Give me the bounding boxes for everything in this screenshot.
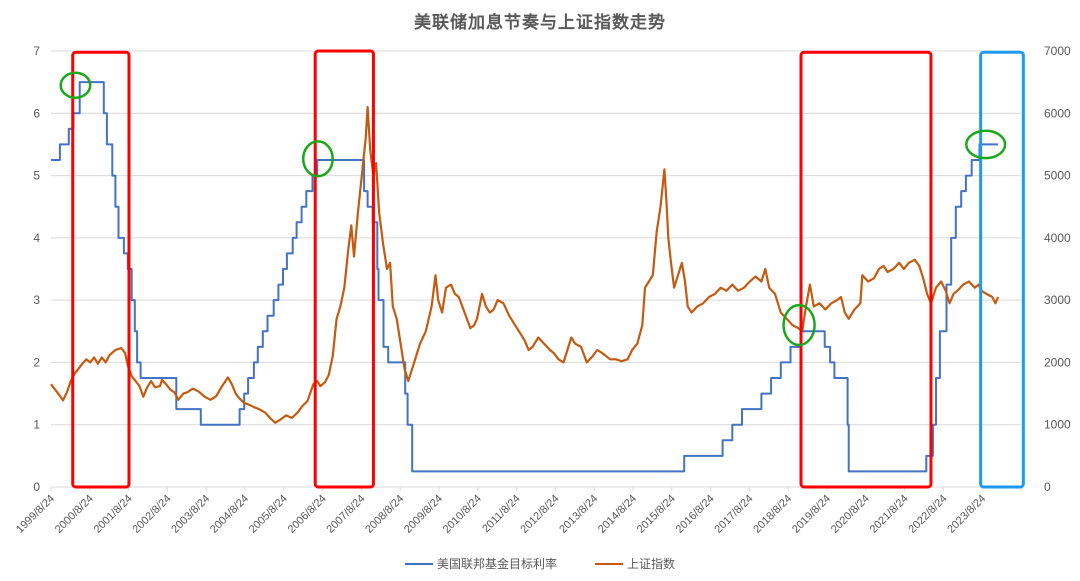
y-left-tick-label: 4 <box>33 231 40 245</box>
y-left-tick-label: 5 <box>33 169 40 183</box>
x-tick-label: 2000/8/24 <box>53 493 96 536</box>
x-tick-label: 2010/8/24 <box>441 493 484 536</box>
y-right-tick-label: 5000 <box>1044 169 1071 183</box>
x-tick-label: 2004/8/24 <box>208 493 251 536</box>
x-tick-label: 2019/8/24 <box>790 493 833 536</box>
y-left-tick-label: 3 <box>33 293 40 307</box>
y-axis-left: 0 1 2 3 4 5 6 7 <box>33 44 40 494</box>
x-tick-label: 2003/8/24 <box>169 493 212 536</box>
x-tick-label: 2016/8/24 <box>674 493 717 536</box>
x-tick-label: 2009/8/24 <box>402 493 445 536</box>
legend-item-sse-index[interactable]: 上证指数 <box>595 555 675 572</box>
y-right-tick-label: 0 <box>1044 480 1051 494</box>
x-tick-label: 2012/8/24 <box>518 493 561 536</box>
legend-item-fed-rate[interactable]: 美国联邦基金目标利率 <box>404 555 557 572</box>
y-axis-right: 0 1000 2000 3000 4000 5000 6000 7000 <box>1044 44 1071 494</box>
legend-swatch-fed-rate <box>404 562 433 565</box>
y-right-tick-label: 2000 <box>1044 355 1071 369</box>
x-tick-label: 2014/8/24 <box>596 493 639 536</box>
x-axis: 1999/8/242000/8/242001/8/242002/8/242003… <box>14 487 1022 536</box>
x-tick-label: 1999/8/24 <box>14 493 57 536</box>
x-tick-label: 2005/8/24 <box>247 493 290 536</box>
legend: 美国联邦基金目标利率 上证指数 <box>0 555 1080 572</box>
y-right-tick-label: 4000 <box>1044 231 1071 245</box>
highlight-box <box>979 50 1025 489</box>
annotations <box>59 49 1025 489</box>
x-tick-label: 2001/8/24 <box>92 493 135 536</box>
x-tick-label: 2022/8/24 <box>906 493 949 536</box>
y-right-tick-label: 6000 <box>1044 106 1071 120</box>
highlight-circle <box>59 71 92 99</box>
sse-index-line <box>50 106 1000 424</box>
y-left-tick-label: 0 <box>33 480 40 494</box>
x-tick-label: 2018/8/24 <box>751 493 794 536</box>
chart-title: 美联储加息节奏与上证指数走势 <box>414 13 666 33</box>
x-tick-label: 2020/8/24 <box>829 493 872 536</box>
highlight-box <box>799 50 933 489</box>
highlight-box <box>313 49 375 489</box>
y-left-tick-label: 7 <box>33 44 40 58</box>
series-lines <box>50 81 1000 473</box>
x-tick-label: 2006/8/24 <box>286 493 329 536</box>
y-right-tick-label: 7000 <box>1044 44 1071 58</box>
y-left-tick-label: 1 <box>33 418 40 432</box>
x-tick-label: 2007/8/24 <box>324 493 367 536</box>
x-tick-label: 2017/8/24 <box>712 493 755 536</box>
x-tick-label: 2021/8/24 <box>868 493 911 536</box>
legend-label-fed-rate: 美国联邦基金目标利率 <box>436 557 557 571</box>
x-tick-label: 2013/8/24 <box>557 493 600 536</box>
highlight-circle <box>965 129 1007 160</box>
legend-swatch-sse-index <box>595 562 623 565</box>
y-right-tick-label: 1000 <box>1044 418 1071 432</box>
y-right-tick-label: 3000 <box>1044 293 1071 307</box>
y-left-tick-label: 6 <box>33 106 40 120</box>
x-tick-label: 2023/8/24 <box>945 493 988 536</box>
x-tick-label: 2011/8/24 <box>480 493 523 536</box>
highlight-box <box>71 50 131 489</box>
fed-rate-line <box>51 81 999 473</box>
highlight-circle <box>301 140 334 178</box>
y-left-tick-label: 2 <box>33 355 40 369</box>
legend-label-sse-index: 上证指数 <box>627 557 676 571</box>
highlight-circle <box>782 303 816 347</box>
x-tick-label: 2008/8/24 <box>363 493 406 536</box>
x-tick-label: 2002/8/24 <box>130 493 173 536</box>
gridlines <box>51 50 1021 488</box>
x-tick-label: 2015/8/24 <box>635 493 678 536</box>
